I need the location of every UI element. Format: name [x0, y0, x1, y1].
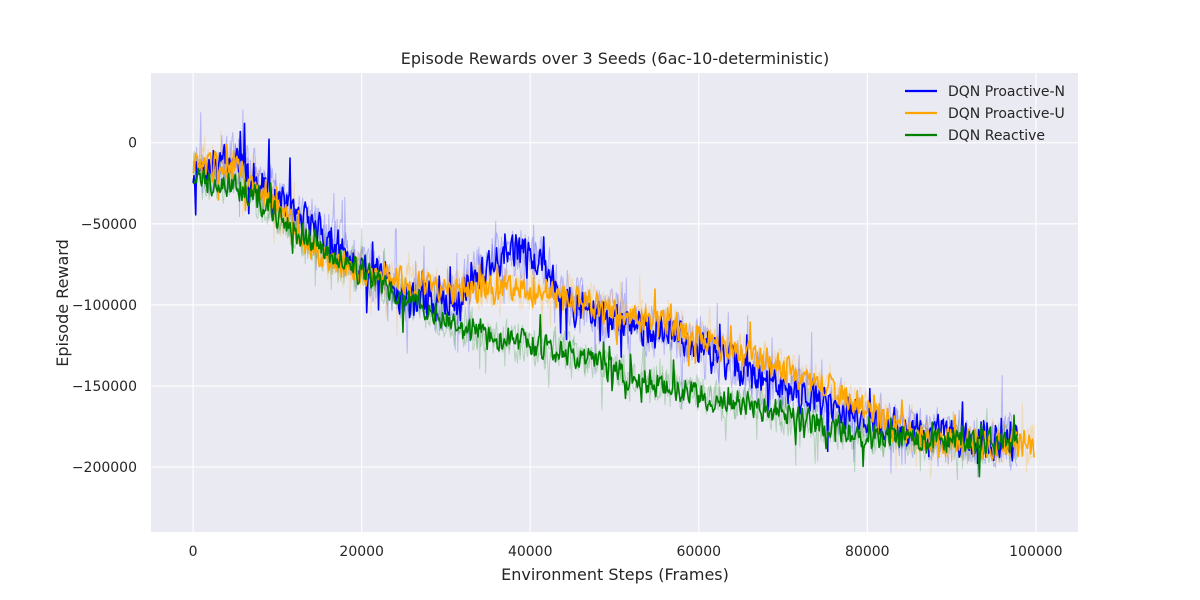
legend-label-reactive: DQN Reactive [948, 128, 1045, 144]
x-tick-label: 60000 [676, 544, 721, 560]
y-tick-label: −100000 [72, 298, 137, 314]
x-tick-label: 20000 [339, 544, 384, 560]
legend-label-proactive-u: DQN Proactive-U [948, 106, 1065, 122]
y-axis-title: Episode Reward [53, 239, 72, 367]
x-axis-title: Environment Steps (Frames) [501, 565, 729, 584]
mean-series-lines [192, 122, 1035, 478]
y-tick-label: −50000 [81, 217, 137, 233]
legend-label-proactive-n: DQN Proactive-N [948, 84, 1065, 100]
legend-item-proactive-u: DQN Proactive-U [905, 106, 1065, 122]
x-tick-label: 80000 [845, 544, 890, 560]
y-tick-label: −150000 [72, 379, 137, 395]
x-tick-label: 100000 [1009, 544, 1062, 560]
tick-labels: 0 20000 40000 60000 80000 100000 0 −50000 −10000… [72, 136, 1063, 560]
y-tick-label: −200000 [72, 460, 137, 476]
y-tick-label: 0 [128, 136, 137, 152]
x-tick-label: 0 [189, 544, 198, 560]
grid-lines [151, 73, 1078, 532]
legend: DQN Proactive-N DQN Proactive-U DQN Reac… [905, 84, 1065, 144]
series-line-proactive-u [192, 143, 1035, 461]
legend-item-reactive: DQN Reactive [905, 128, 1045, 144]
legend-item-proactive-n: DQN Proactive-N [905, 84, 1065, 100]
series-line-reactive [192, 167, 1019, 478]
chart-title: Episode Rewards over 3 Seeds (6ac-10-det… [401, 49, 829, 68]
x-tick-label: 40000 [508, 544, 553, 560]
